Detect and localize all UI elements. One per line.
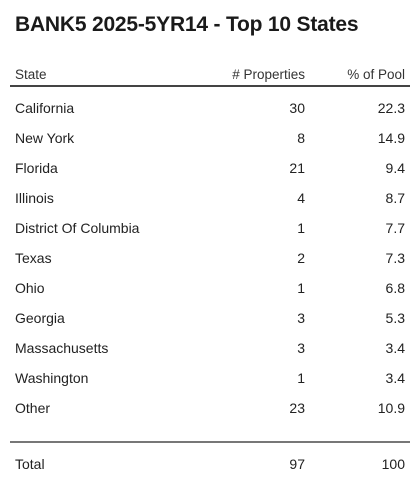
cell-pct: 7.3	[385, 250, 405, 266]
column-header-state: State	[15, 66, 47, 82]
cell-state: Illinois	[15, 190, 54, 206]
table-row: Texas 2 7.3	[10, 243, 410, 273]
cell-pct: 7.7	[385, 220, 405, 236]
cell-properties: 1	[297, 370, 305, 386]
cell-properties: 8	[297, 130, 305, 146]
table-row: Illinois 4 8.7	[10, 183, 410, 213]
total-row: Total 97 100	[10, 449, 410, 479]
total-pct: 100	[381, 456, 405, 472]
total-divider	[10, 441, 410, 443]
table-row: New York 8 14.9	[10, 123, 410, 153]
cell-pct: 14.9	[377, 130, 405, 146]
total-label: Total	[15, 456, 45, 472]
total-properties: 97	[289, 456, 305, 472]
cell-pct: 6.8	[385, 280, 405, 296]
cell-properties: 4	[297, 190, 305, 206]
cell-state: Georgia	[15, 310, 65, 326]
cell-state: Texas	[15, 250, 52, 266]
table-row: California 30 22.3	[10, 93, 410, 123]
cell-state: Other	[15, 400, 51, 416]
cell-properties: 3	[297, 340, 305, 356]
column-header-properties: # Properties	[232, 66, 305, 82]
table-row: District Of Columbia 1 7.7	[10, 213, 410, 243]
cell-properties: 1	[297, 280, 305, 296]
cell-pct: 5.3	[385, 310, 405, 326]
cell-properties: 2	[297, 250, 305, 266]
table-row: Ohio 1 6.8	[10, 273, 410, 303]
cell-pct: 10.9	[377, 400, 405, 416]
cell-properties: 21	[289, 160, 305, 176]
cell-state: Florida	[15, 160, 58, 176]
states-table: State # Properties % of Pool California 3…	[10, 64, 410, 479]
page-title: BANK5 2025-5YR14 - Top 10 States	[15, 13, 359, 36]
table-row: Washington 1 3.4	[10, 363, 410, 393]
cell-pct: 9.4	[385, 160, 405, 176]
cell-pct: 3.4	[385, 370, 405, 386]
cell-pct: 8.7	[385, 190, 405, 206]
cell-properties: 30	[289, 100, 305, 116]
cell-state: Washington	[15, 370, 89, 386]
table-row: Florida 21 9.4	[10, 153, 410, 183]
table-row: Georgia 3 5.3	[10, 303, 410, 333]
cell-state: District Of Columbia	[15, 220, 140, 236]
cell-state: Ohio	[15, 280, 45, 296]
table-row: Other 23 10.9	[10, 393, 410, 423]
table-body: California 30 22.3 New York 8 14.9 Florida 21 9.…	[10, 87, 410, 423]
cell-properties: 23	[289, 400, 305, 416]
cell-pct: 3.4	[385, 340, 405, 356]
cell-state: Massachusetts	[15, 340, 109, 356]
cell-state: New York	[15, 130, 75, 146]
cell-pct: 22.3	[377, 100, 405, 116]
table-header: State # Properties % of Pool	[10, 64, 410, 87]
table-row: Massachusetts 3 3.4	[10, 333, 410, 363]
cell-state: California	[15, 100, 75, 116]
cell-properties: 1	[297, 220, 305, 236]
cell-properties: 3	[297, 310, 305, 326]
column-header-pct-pool: % of Pool	[347, 66, 405, 82]
